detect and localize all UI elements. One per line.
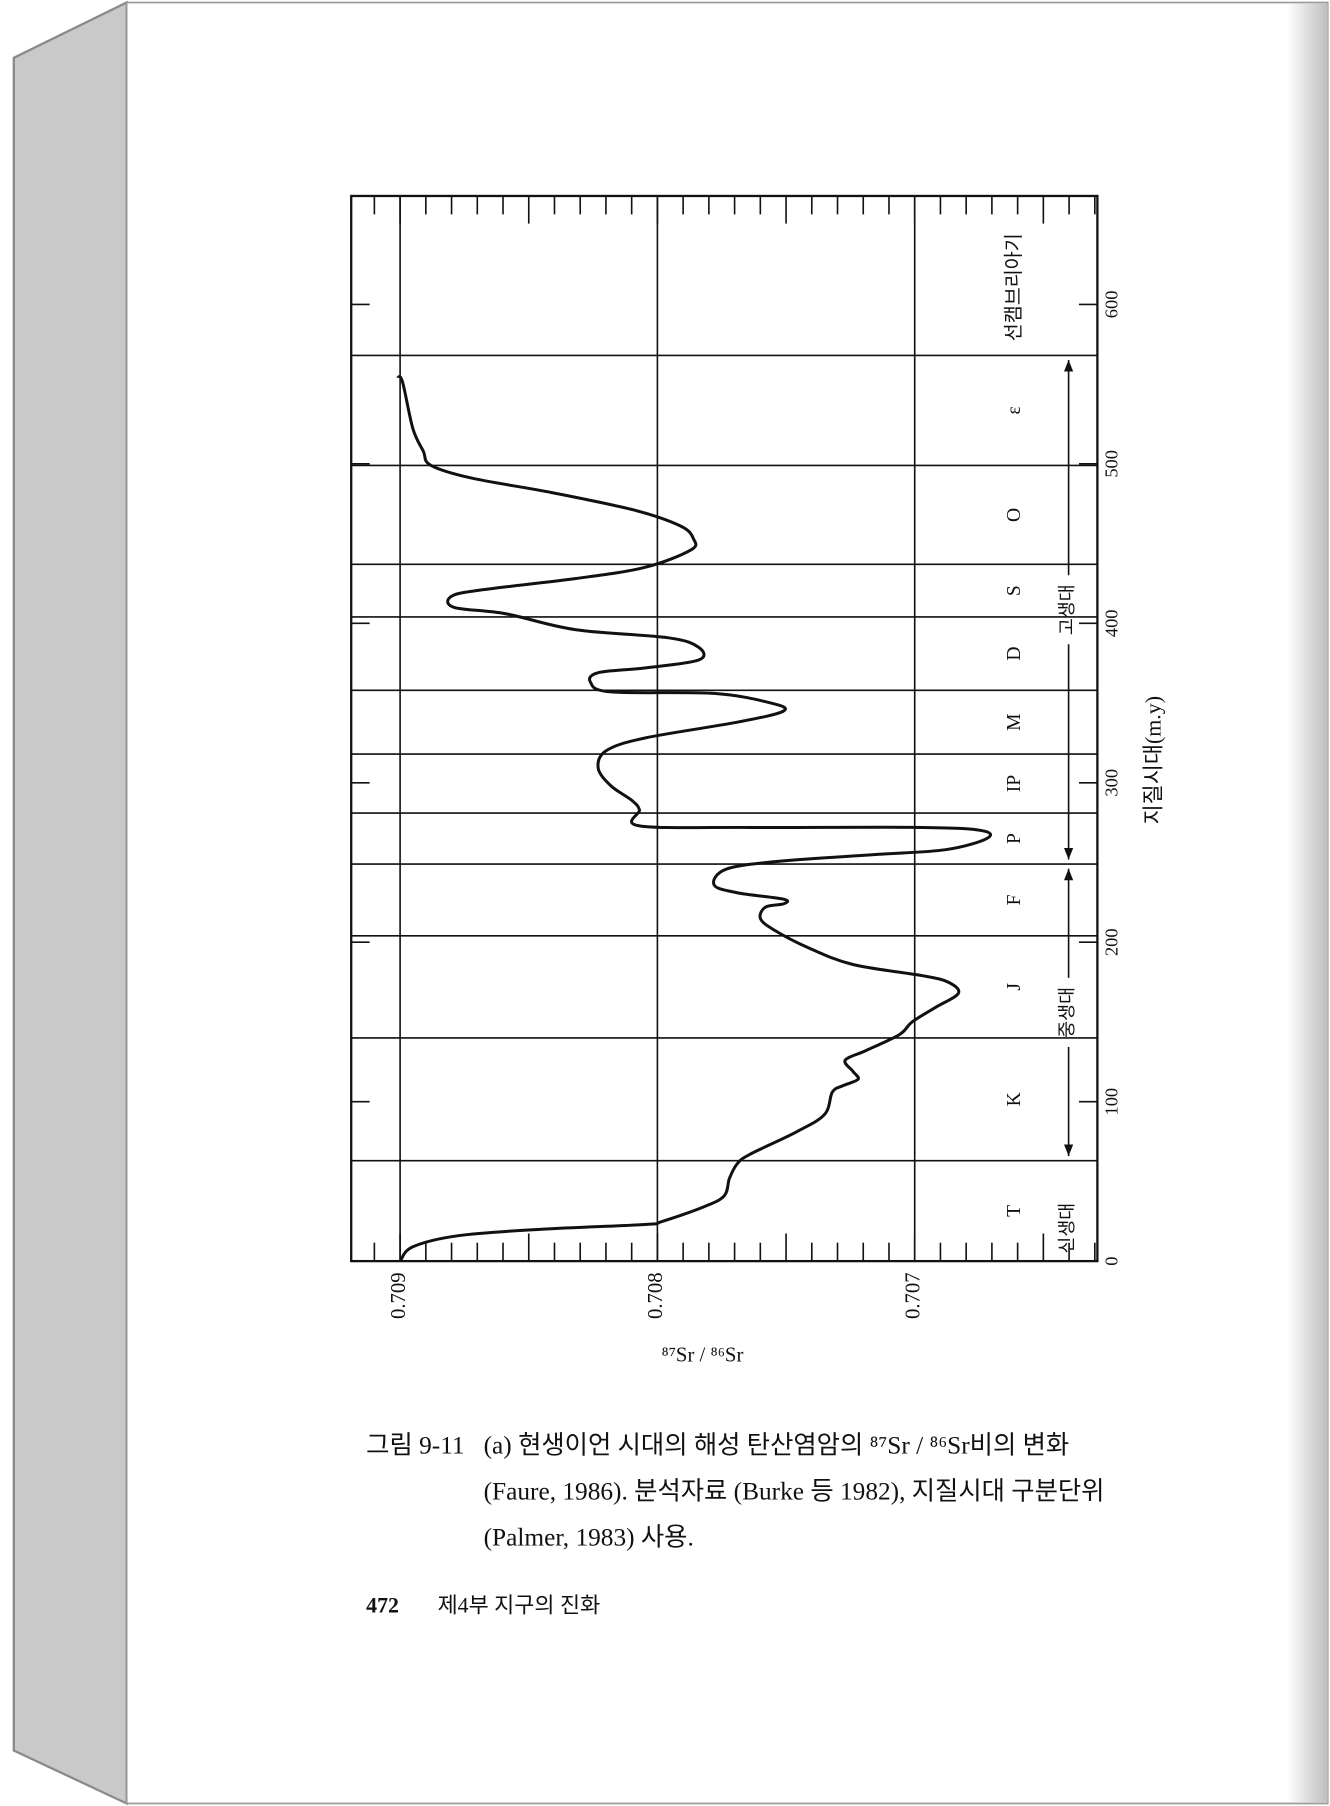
y-tick-label: 0.708 — [645, 1272, 667, 1319]
period-label: J — [1004, 983, 1025, 991]
y-axis-label: ⁸⁷Sr / ⁸⁶Sr — [661, 1344, 743, 1366]
section-title: 제4부 지구의 진화 — [438, 1593, 601, 1617]
page-sheet — [125, 1, 1329, 1805]
caption-label: 그림 9-11 — [366, 1431, 464, 1459]
y-tick-label: 0.707 — [902, 1272, 924, 1319]
period-label: K — [1004, 1092, 1025, 1106]
plot-frame — [350, 194, 1099, 1263]
x-tick-label: 0 — [1102, 1257, 1122, 1266]
period-label: IP — [1004, 775, 1025, 793]
x-tick-label: 500 — [1102, 450, 1122, 478]
arrow-head — [1064, 868, 1074, 881]
arrow-head — [1064, 1144, 1074, 1157]
era-label: 신생대 — [1057, 1203, 1077, 1254]
sr-curve — [396, 374, 993, 1263]
arrow-head — [1064, 847, 1074, 860]
x-tick-label: 200 — [1102, 928, 1122, 956]
y-tick-label: 0.709 — [388, 1272, 410, 1319]
x-tick-label: 300 — [1102, 769, 1122, 797]
period-label: M — [1004, 713, 1025, 730]
page-number: 472 — [366, 1593, 399, 1617]
caption-line: (Faure, 1986). 분석자료 (Burke 등 1982), 지질시대… — [484, 1477, 1105, 1505]
page-shadow — [1287, 3, 1328, 1803]
period-label: T — [1004, 1205, 1025, 1217]
arrow-head — [1064, 360, 1074, 372]
x-axis-label: 지질시대(m.y) — [1142, 696, 1166, 824]
period-label: 선캠브리아기 — [1003, 233, 1025, 341]
caption-line: (Palmer, 1983) 사용. — [484, 1524, 694, 1552]
era-label: 중생대 — [1057, 987, 1077, 1038]
caption-line: (a) 현생이언 시대의 해성 탄산염암의 ⁸⁷Sr / ⁸⁶Sr비의 변화 — [484, 1431, 1070, 1459]
period-label: O — [1004, 508, 1025, 522]
period-label: F — [1004, 894, 1025, 905]
period-label: ε — [1004, 406, 1025, 414]
period-label: P — [1004, 833, 1025, 844]
era-label: 고생대 — [1057, 584, 1077, 635]
x-tick-label: 600 — [1102, 291, 1122, 319]
period-label: S — [1004, 585, 1025, 596]
x-tick-label: 100 — [1102, 1088, 1122, 1116]
period-label: D — [1004, 647, 1025, 661]
x-tick-label: 400 — [1102, 610, 1122, 638]
book-spine — [12, 0, 128, 1806]
